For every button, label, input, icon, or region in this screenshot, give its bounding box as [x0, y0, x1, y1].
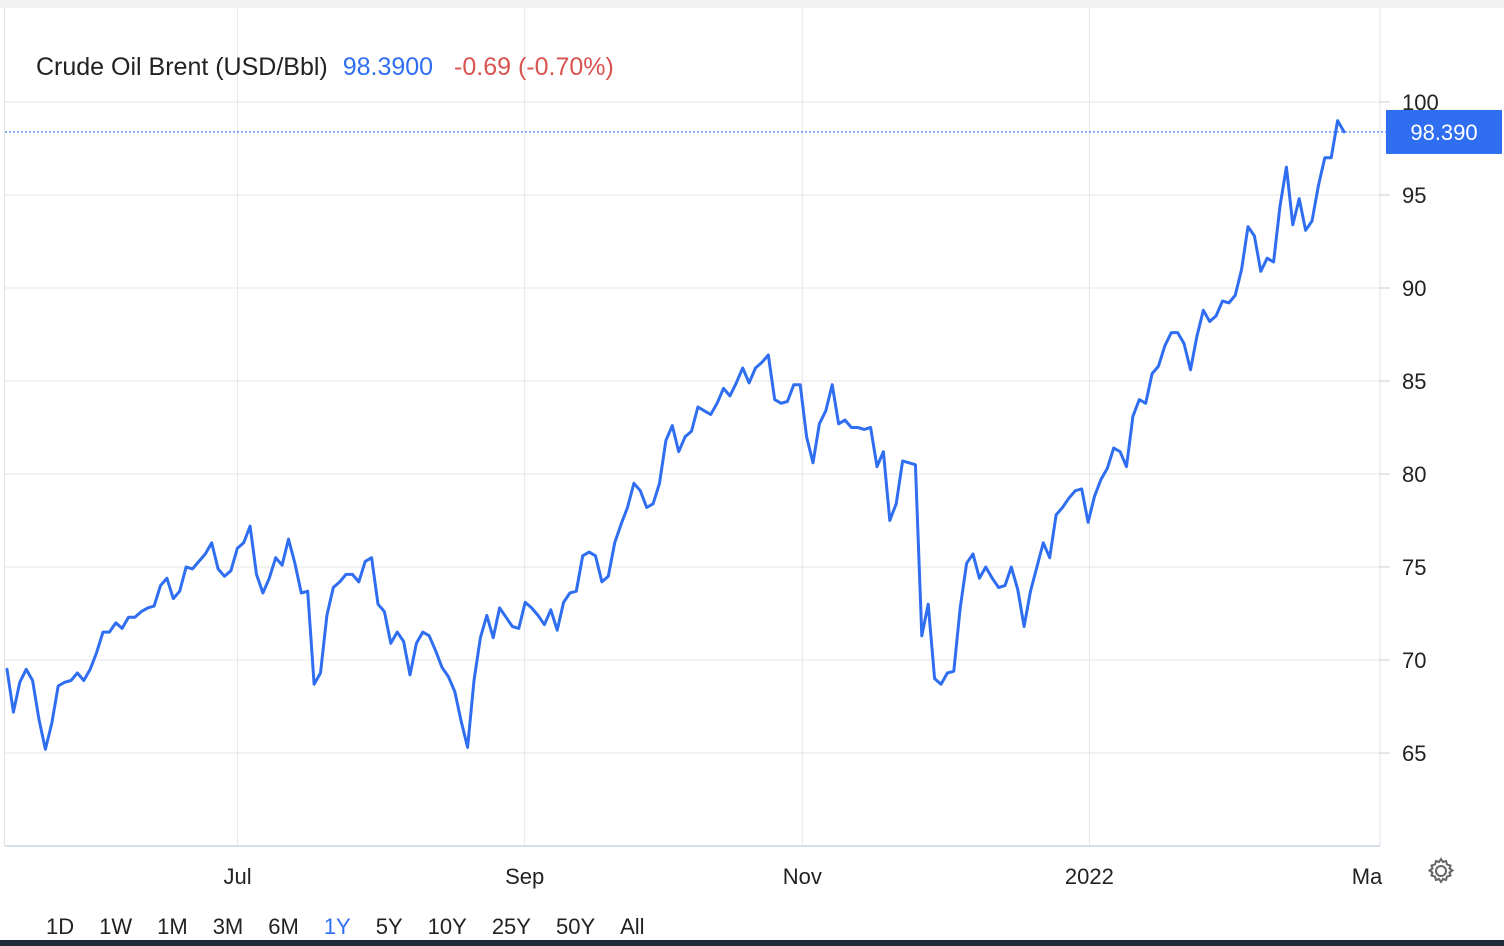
top-strip [0, 0, 1504, 8]
chart-title: Crude Oil Brent (USD/Bbl) 98.3900 -0.69 … [36, 53, 614, 81]
x-tick-label: Jul [224, 864, 252, 889]
x-tick-label: Ma [1352, 864, 1383, 889]
y-tick-label: 95 [1402, 183, 1426, 208]
y-tick-label: 80 [1402, 462, 1426, 487]
instrument-name: Crude Oil Brent (USD/Bbl) [36, 53, 328, 81]
range-button-3m[interactable]: 3M [212, 914, 244, 939]
y-tick-label: 85 [1402, 369, 1426, 394]
range-button-25y[interactable]: 25Y [491, 914, 531, 939]
current-price: 98.3900 [343, 53, 433, 81]
range-button-1d[interactable]: 1D [46, 914, 75, 939]
y-tick-label: 75 [1402, 555, 1426, 580]
last-price-badge-bg [1386, 109, 1502, 154]
range-button-50y[interactable]: 50Y [555, 914, 596, 939]
chart-left-border [4, 8, 5, 846]
x-tick-label: 2022 [1065, 864, 1114, 889]
last-price-badge: 98.390 [1386, 109, 1502, 154]
x-tick-label: Sep [505, 864, 544, 889]
range-button-1y[interactable]: 1Y [323, 914, 351, 939]
range-button-1w[interactable]: 1W [99, 914, 133, 939]
range-button-all[interactable]: All [620, 914, 645, 939]
range-button-5y[interactable]: 5Y [375, 914, 403, 939]
x-axis-ticks: Jul Sep Nov 2022 Ma [224, 864, 1384, 889]
y-tick-label: 90 [1402, 276, 1426, 301]
range-selector: 1D 1W 1M 3M 6M 1Y 5Y 10Y 25Y 50Y All [40, 912, 664, 942]
price-change: -0.69 (-0.70%) [454, 53, 614, 81]
gear-icon [1427, 857, 1455, 884]
x-tick-label: Nov [783, 864, 822, 889]
range-button-1m[interactable]: 1M [157, 914, 188, 939]
last-price-badge-text: 98.390 [1410, 120, 1477, 145]
series-line-brent [5, 119, 1346, 751]
y-tick-label: 65 [1402, 741, 1426, 766]
y-tick-label: 70 [1402, 648, 1426, 673]
settings-button[interactable] [1426, 856, 1456, 886]
bottom-bar [0, 940, 1504, 946]
range-button-10y[interactable]: 10Y [427, 914, 467, 939]
range-button-6m[interactable]: 6M [268, 914, 299, 939]
